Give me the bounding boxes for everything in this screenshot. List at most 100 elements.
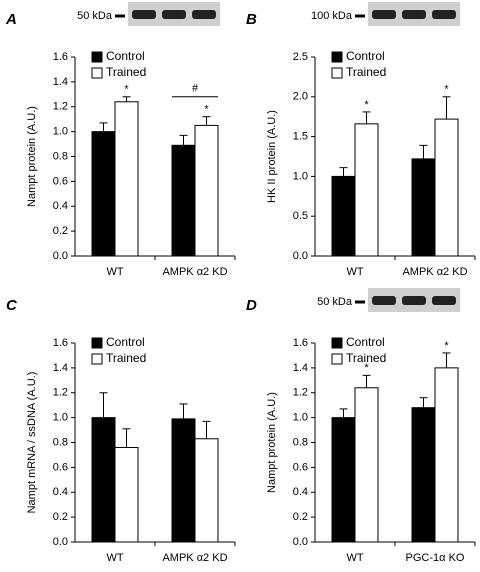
legend-swatch [91,67,103,79]
bar [194,438,219,543]
legend-label: Trained [106,351,146,365]
blot-label: 50 kDa [317,296,353,308]
significance-marker: * [364,99,369,111]
y-axis-label: Nampt protein (A.U.) [26,106,38,207]
error-bar [179,134,188,146]
legend-label: Trained [346,65,386,79]
panel-letter: A [5,11,17,28]
bar [434,118,459,257]
y-tick-label: 1.2 [293,387,308,399]
y-tick-label: 0.2 [293,511,308,523]
blot-band [162,10,186,19]
legend-swatch [331,51,343,63]
bar [411,158,436,257]
error-bar [99,122,108,132]
x-tick-label: AMPK α2 KD [162,552,227,564]
blot-band [372,10,396,19]
y-tick-label: 1.6 [53,337,68,349]
x-tick-label: AMPK α2 KD [162,266,227,278]
y-tick-label: 0.8 [293,436,308,448]
blot-band [432,296,456,305]
bar [171,144,196,257]
y-axis-label: Nampt mRNA / ssDNA (A.U.) [26,372,38,514]
bar [331,175,356,257]
legend-swatch [91,337,103,349]
legend-label: Control [346,335,385,349]
blot-label: 100 kDa [311,10,353,22]
bar [354,387,379,543]
significance-marker: * [364,362,369,374]
y-tick-label: 0.4 [53,200,68,212]
y-tick-label: 0.6 [53,461,68,473]
error-bar [202,420,211,439]
panel: B 100 kDa 0.0 0.5 1.0 1.5 2.0 2.5 HK II protein … [246,2,476,278]
legend-label: Control [106,335,145,349]
panel: C 0.0 0.2 0.4 0.6 0.8 1.0 1.2 1.4 1.6 Nampt mRNA /… [6,297,236,564]
bar [91,417,116,543]
x-tick-label: AMPK α2 KD [402,266,467,278]
y-tick-label: 1.0 [293,170,308,182]
y-tick-label: 0.5 [293,210,308,222]
legend-label: Control [346,49,385,63]
blot-label: 50 kDa [77,10,113,22]
bar [331,417,356,543]
error-bar [442,96,451,120]
blot-band [402,10,426,19]
bar [434,367,459,543]
y-tick-label: 0.6 [53,175,68,187]
error-bar [419,397,428,408]
bar [114,101,139,257]
y-tick-label: 1.2 [53,101,68,113]
legend-label: Control [106,49,145,63]
y-tick-label: 1.0 [53,412,68,424]
y-tick-label: 1.2 [53,387,68,399]
y-tick-label: 0.0 [53,250,68,262]
error-bar [179,403,188,419]
legend-label: Trained [106,65,146,79]
y-tick-label: 1.5 [293,131,308,143]
x-tick-label: WT [106,266,123,278]
y-tick-label: 1.6 [53,51,68,63]
blot-band [192,10,216,19]
blot-band [372,296,396,305]
y-tick-label: 0.8 [53,436,68,448]
significance-marker: * [444,340,449,352]
panel-letter: D [246,297,257,314]
x-tick-label: WT [346,266,363,278]
x-tick-label: WT [346,552,363,564]
y-axis-label: HK II protein (A.U.) [266,110,278,203]
y-tick-label: 0.4 [293,486,308,498]
x-tick-label: WT [106,552,123,564]
legend-swatch [331,337,343,349]
error-bar [362,111,371,124]
blot-band [402,296,426,305]
blot-band [132,10,156,19]
y-tick-label: 1.0 [53,126,68,138]
bar [194,124,219,257]
bar [114,446,139,543]
error-bar [99,392,108,418]
legend-swatch [91,51,103,63]
legend-swatch [331,353,343,365]
blot-band [432,10,456,19]
significance-marker: * [444,84,449,96]
y-tick-label: 2.5 [293,51,308,63]
y-tick-label: 1.6 [293,337,308,349]
y-axis-label: Nampt protein (A.U.) [266,392,278,493]
y-tick-label: 0.2 [53,225,68,237]
y-tick-label: 1.4 [293,362,308,374]
y-tick-label: 0.0 [53,536,68,548]
y-tick-label: 0.4 [53,486,68,498]
legend-swatch [91,353,103,365]
y-tick-label: 0.0 [293,536,308,548]
panel: D 50 kDa 0.0 0.2 0.4 0.6 0.8 1.0 1.2 1.4 1.6 Nampt … [246,288,476,564]
y-tick-label: 0.0 [293,250,308,262]
y-tick-label: 0.8 [53,150,68,162]
error-bar [202,116,211,126]
y-tick-label: 1.4 [53,362,68,374]
group-marker: # [192,83,199,95]
error-bar [339,408,348,418]
bar [411,407,436,543]
significance-marker: * [124,84,129,96]
